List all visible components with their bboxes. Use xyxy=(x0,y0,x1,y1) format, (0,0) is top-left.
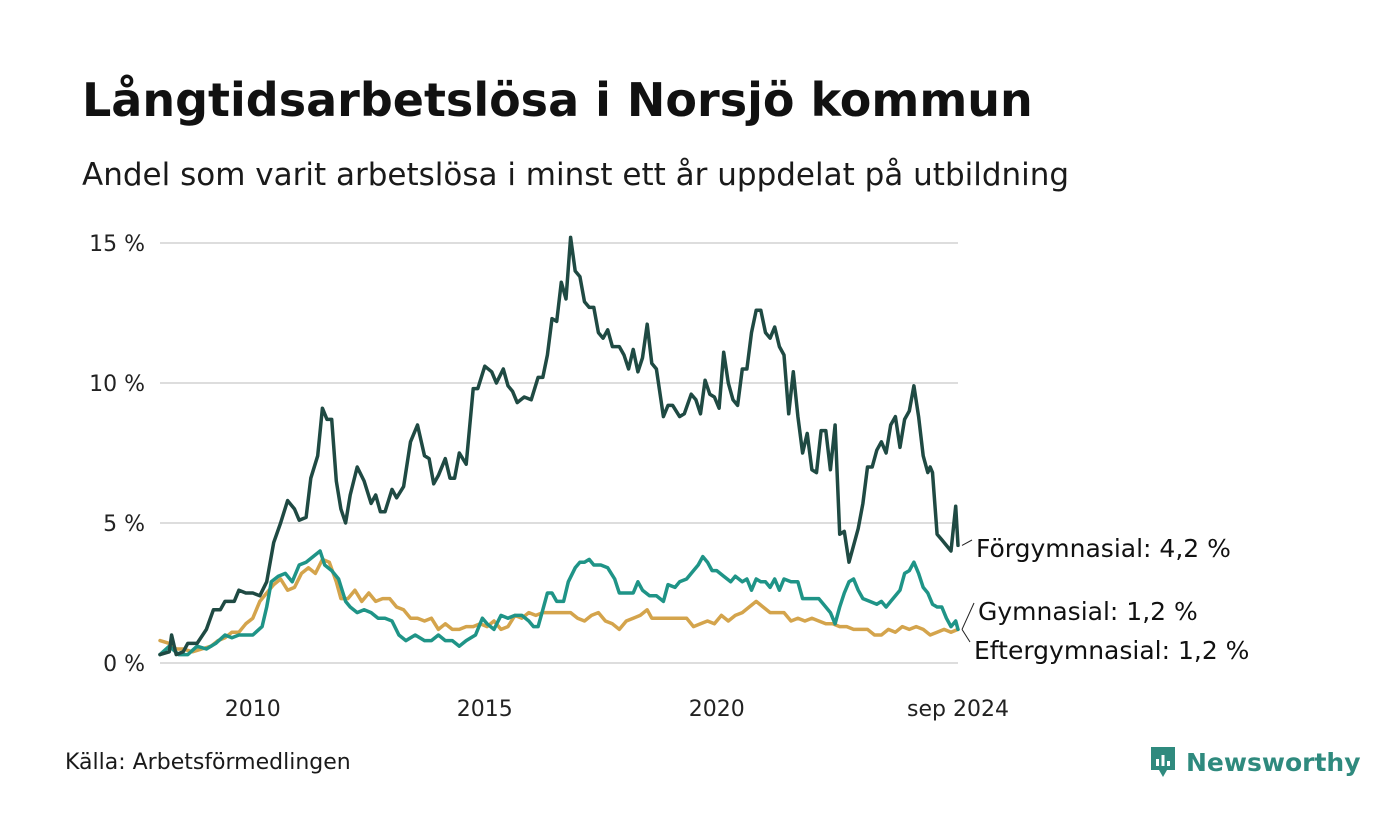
brand-logo: Newsworthy xyxy=(1148,744,1361,780)
line-chart: 0 % 5 % 10 % 15 % 2010 2015 2020 sep 2024 Förg… xyxy=(89,232,1249,722)
chart-title: Långtidsarbetslösa i Norsjö kommun xyxy=(82,73,1033,127)
series-end-label-forgymnasial: Förgymnasial: 4,2 % xyxy=(976,534,1231,563)
series-line-forgymnasial xyxy=(158,235,960,657)
brand-name: Newsworthy xyxy=(1186,747,1361,777)
leader-line-gymnasial xyxy=(961,602,975,630)
x-tick-label: 2015 xyxy=(457,697,513,722)
x-tick-label: 2010 xyxy=(225,697,281,722)
x-tick-label: sep 2024 xyxy=(907,697,1009,722)
series-line-eftergymnasial xyxy=(158,557,960,654)
series-end-labels: Förgymnasial: 4,2 % Gymnasial: 1,2 % Efter… xyxy=(961,534,1249,665)
x-tick-label: 2020 xyxy=(689,697,745,722)
newsworthy-logo-icon xyxy=(1151,747,1175,777)
series-end-label-eftergymnasial: Eftergymnasial: 1,2 % xyxy=(974,636,1249,665)
y-tick-label: 5 % xyxy=(103,512,145,537)
series-end-label-gymnasial: Gymnasial: 1,2 % xyxy=(978,597,1198,626)
series-line-gymnasial xyxy=(158,549,960,657)
leader-line-forgymnasial xyxy=(961,539,973,546)
leader-line-eftergymnasial xyxy=(961,629,971,643)
y-tick-label: 10 % xyxy=(89,372,145,397)
chart-subtitle: Andel som varit arbetslösa i minst ett å… xyxy=(82,157,1070,193)
series-lines xyxy=(158,235,960,657)
y-axis-ticks: 0 % 5 % 10 % 15 % xyxy=(89,232,145,677)
source-note: Källa: Arbetsförmedlingen xyxy=(65,750,351,775)
y-tick-label: 0 % xyxy=(103,652,145,677)
y-tick-label: 15 % xyxy=(89,232,145,257)
gridlines xyxy=(160,242,958,664)
x-axis-ticks: 2010 2015 2020 sep 2024 xyxy=(225,697,1009,722)
